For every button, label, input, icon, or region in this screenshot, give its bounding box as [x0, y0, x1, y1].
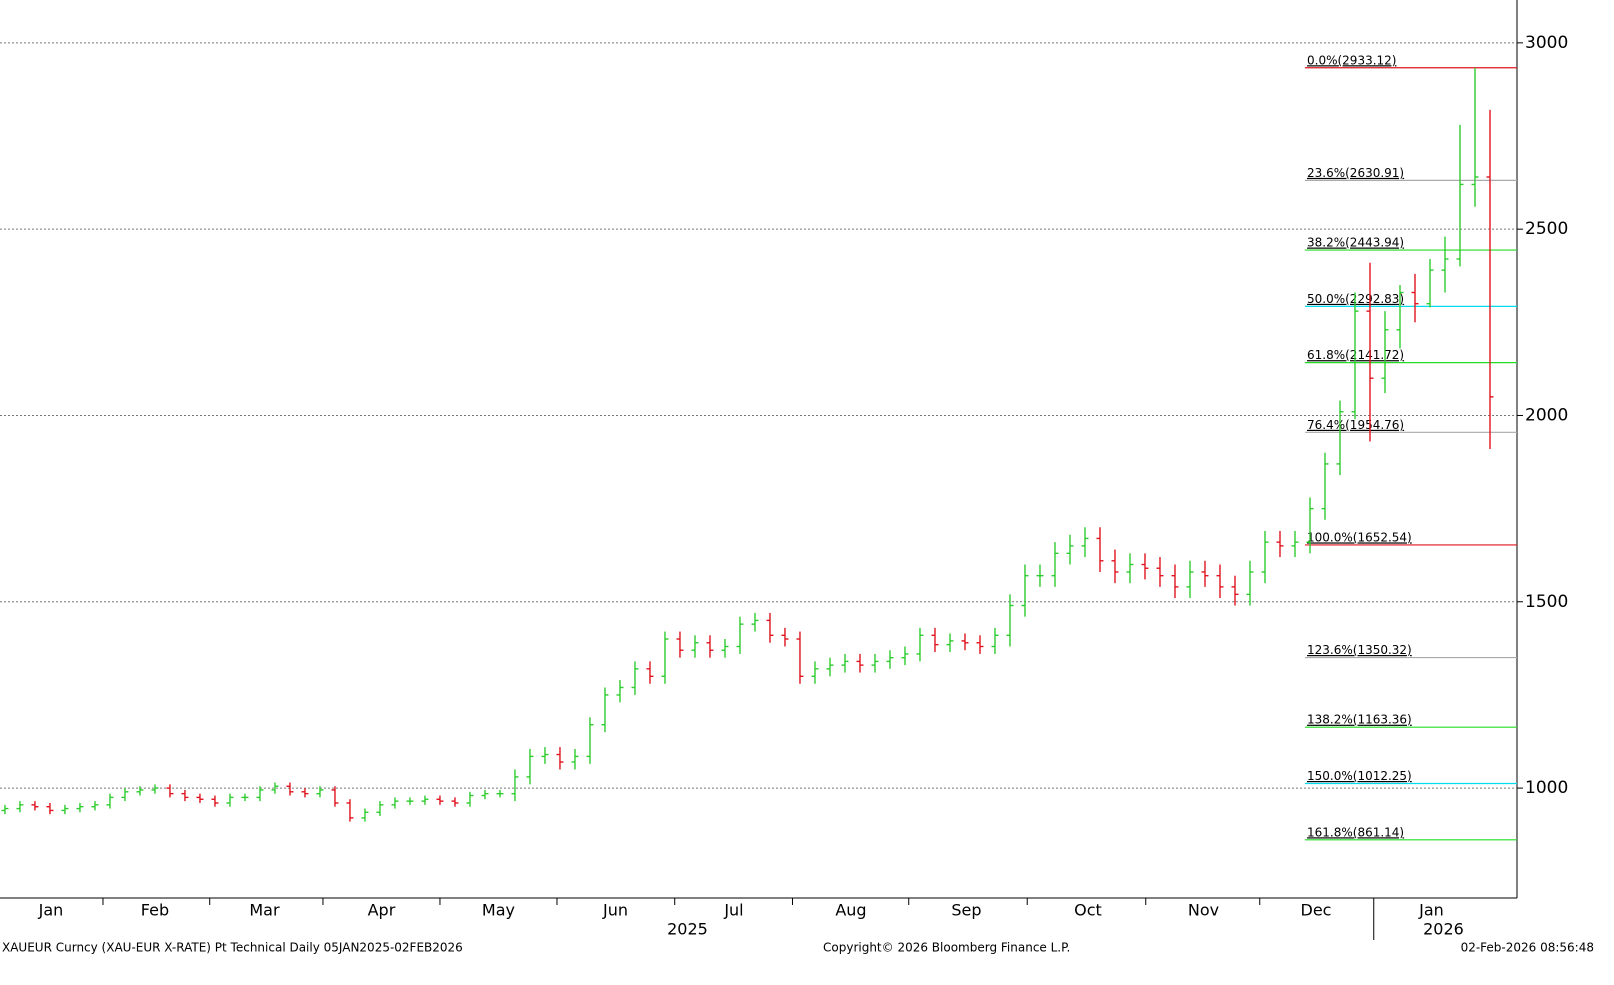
fib-label: 161.8%(861.14): [1307, 825, 1404, 839]
fib-label: 38.2%(2443.94): [1307, 236, 1404, 250]
fib-label: 76.4%(1954.76): [1307, 418, 1404, 432]
x-tick-label: Jul: [723, 901, 743, 920]
year-label: 2026: [1423, 920, 1464, 939]
x-tick-label: Mar: [249, 901, 280, 920]
y-tick-label: 3000: [1525, 33, 1568, 53]
x-tick-label: Jan: [1418, 901, 1444, 920]
year-label: 2025: [667, 920, 708, 939]
fib-label: 123.6%(1350.32): [1307, 643, 1412, 657]
x-tick-label: Sep: [951, 901, 981, 920]
x-tick-label: Oct: [1074, 901, 1102, 920]
x-tick-label: Aug: [835, 901, 866, 920]
footer-right: 02-Feb-2026 08:56:48: [1461, 941, 1594, 955]
footer-center: Copyright© 2026 Bloomberg Finance L.P.: [823, 941, 1070, 955]
fib-label: 0.0%(2933.12): [1307, 53, 1396, 67]
x-tick-label: Apr: [368, 901, 396, 920]
y-tick-label: 1000: [1525, 778, 1568, 798]
y-tick-label: 1500: [1525, 592, 1568, 612]
fib-label: 150.0%(1012.25): [1307, 769, 1412, 783]
x-tick-label: May: [482, 901, 515, 920]
fib-label: 100.0%(1652.54): [1307, 530, 1412, 544]
footer-left: XAUEUR Curncy (XAU-EUR X-RATE) Pt Techni…: [2, 941, 463, 955]
fib-label: 138.2%(1163.36): [1307, 713, 1412, 727]
x-tick-label: Jan: [38, 901, 64, 920]
fib-label: 23.6%(2630.91): [1307, 166, 1404, 180]
x-tick-label: Nov: [1188, 901, 1219, 920]
x-tick-label: Jun: [602, 901, 628, 920]
x-tick-label: Feb: [141, 901, 169, 920]
y-tick-label: 2000: [1525, 405, 1568, 425]
y-tick-label: 2500: [1525, 219, 1568, 239]
x-tick-label: Dec: [1301, 901, 1332, 920]
